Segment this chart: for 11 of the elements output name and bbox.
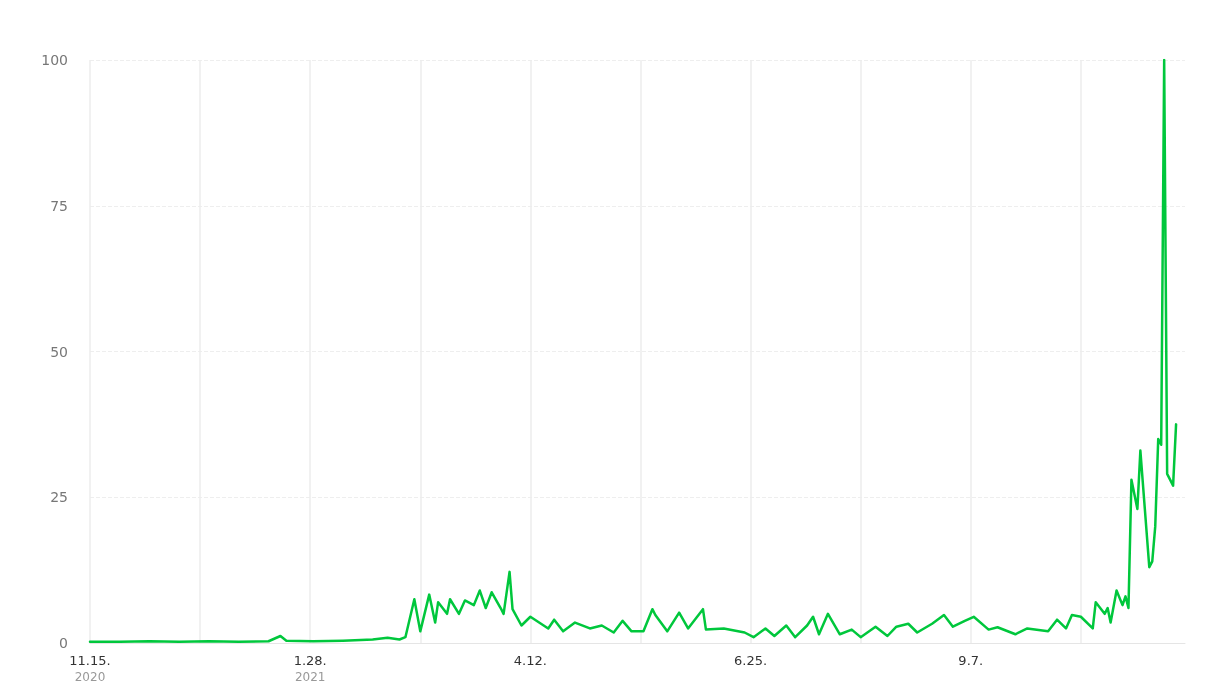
- y-tick-label: 100: [41, 52, 68, 68]
- x-tick-label: 11.15. 2020: [69, 652, 111, 684]
- x-tick-label: 6.25.: [734, 652, 768, 668]
- y-tick-label: 0: [59, 635, 68, 651]
- x-tick-label: 4.12.: [513, 652, 547, 668]
- y-tick-label: 50: [50, 343, 68, 360]
- x-tick-label: 9.7.: [958, 652, 984, 668]
- y-tick-label: 25: [50, 489, 68, 506]
- line-series: [88, 58, 1178, 644]
- y-tick-label: 75: [50, 197, 68, 214]
- x-tick-label: 1.28. 2021: [293, 652, 327, 684]
